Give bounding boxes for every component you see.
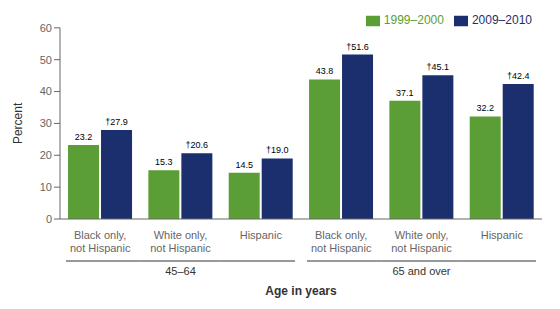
svg-text:45–64: 45–64	[165, 265, 196, 277]
svg-text:30: 30	[40, 117, 52, 129]
svg-text:60: 60	[40, 22, 52, 34]
svg-text:†45.1: †45.1	[427, 62, 450, 72]
svg-text:37.1: 37.1	[396, 88, 414, 98]
svg-text:†51.6: †51.6	[346, 42, 369, 52]
svg-text:32.2: 32.2	[476, 103, 494, 113]
svg-text:Black only,not Hispanic: Black only,not Hispanic	[311, 229, 372, 254]
svg-text:†42.4: †42.4	[507, 71, 530, 81]
svg-text:†27.9: †27.9	[105, 117, 128, 127]
html-text:1999–2000: 1999–2000	[383, 13, 444, 27]
svg-text:Percent: Percent	[11, 102, 25, 144]
svg-text:Age in years: Age in years	[265, 284, 337, 298]
svg-text:Hispanic: Hispanic	[240, 229, 283, 241]
svg-text:23.2: 23.2	[75, 132, 93, 142]
svg-text:43.8: 43.8	[316, 66, 334, 76]
svg-text:65 and over: 65 and over	[392, 265, 450, 277]
svg-text:†19.0: †19.0	[266, 145, 289, 155]
svg-text:White only,not Hispanic: White only,not Hispanic	[391, 229, 452, 254]
html-text:2009–2010: 2009–2010	[471, 13, 532, 27]
svg-text:0: 0	[46, 213, 52, 225]
svg-text:†20.6: †20.6	[186, 140, 209, 150]
svg-text:20: 20	[40, 149, 52, 161]
svg-text:Hispanic: Hispanic	[481, 229, 524, 241]
svg-text:White only,not Hispanic: White only,not Hispanic	[150, 229, 211, 254]
svg-text:40: 40	[40, 85, 52, 97]
svg-text:10: 10	[40, 181, 52, 193]
svg-text:15.3: 15.3	[155, 157, 173, 167]
svg-text:14.5: 14.5	[235, 160, 253, 170]
svg-text:50: 50	[40, 54, 52, 66]
svg-text:Black only,not Hispanic: Black only,not Hispanic	[70, 229, 131, 254]
